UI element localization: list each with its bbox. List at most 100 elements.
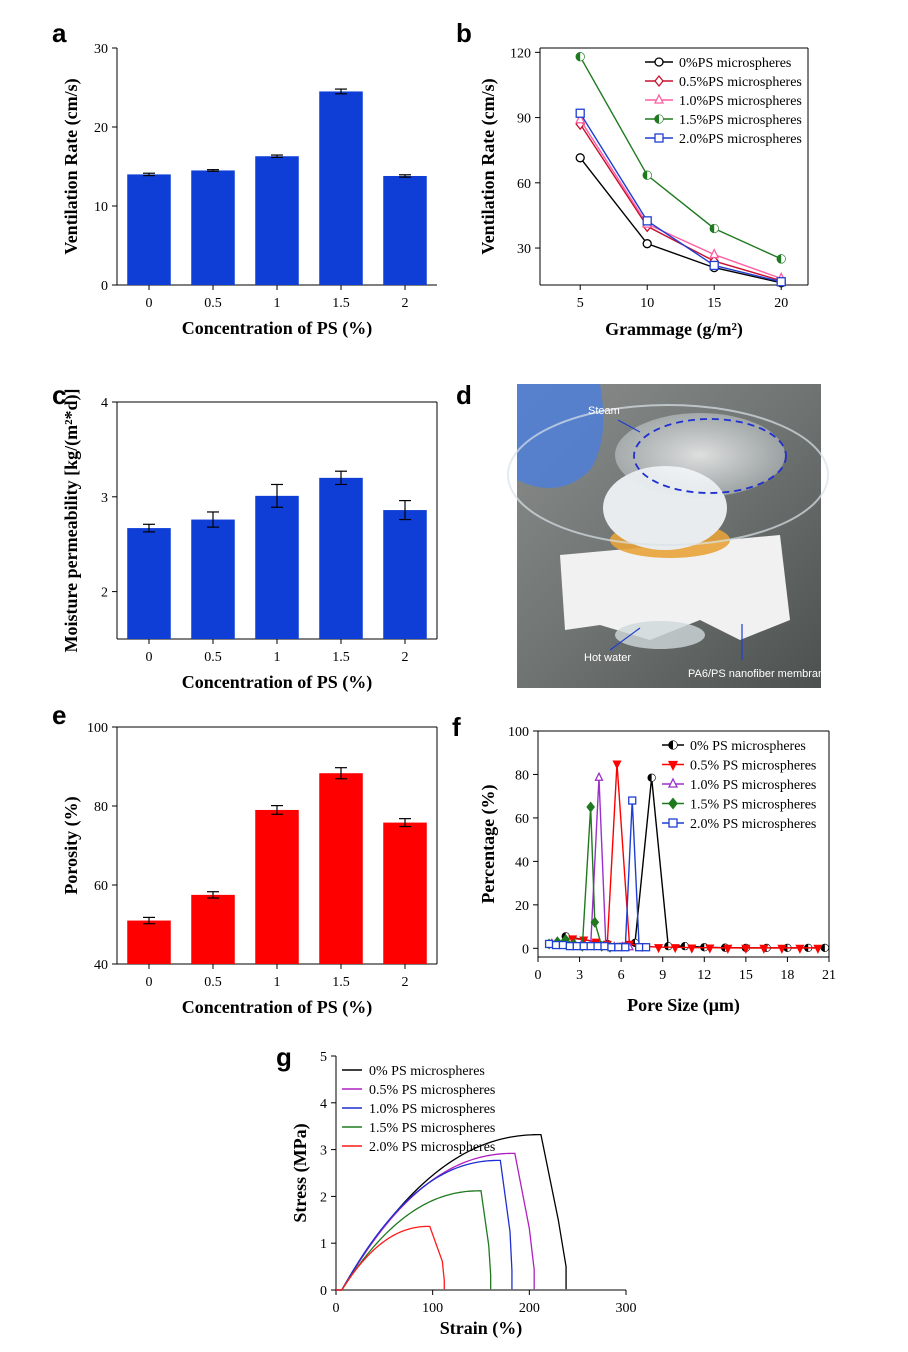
y-tick-label: 100 [87,721,108,736]
data-point [813,944,823,954]
x-axis-label: Concentration of PS (%) [182,997,372,1018]
data-point-half [824,944,829,952]
y-tick-label: 30 [517,242,531,257]
panel-label-c: c [52,380,66,410]
hot-water-beaker [615,621,705,649]
data-point [593,941,602,951]
stress-strain-curve [336,1190,492,1291]
stress-strain-curve [336,1133,567,1291]
legend-label: 1.0%PS microspheres [679,94,802,109]
legend-label: 2.0% PS microspheres [690,817,816,832]
data-point [586,801,595,813]
bar [255,495,299,639]
stress-strain-curve [336,1225,445,1291]
x-tick-label: 0 [535,968,542,983]
data-point [668,797,678,810]
steam-label: Steam [588,405,620,417]
series-line [579,157,782,284]
y-tick-label: 2 [101,586,108,601]
legend-label: 1.5%PS microspheres [679,113,802,128]
x-tick-label: 5 [577,296,584,311]
bar [191,170,235,285]
legend-label: 0.5% PS microspheres [690,759,816,774]
bar [255,156,299,285]
y-tick-label: 0 [522,942,529,957]
x-tick-label: 0 [333,1301,340,1316]
y-axis-label: Ventilation Rate (cm/s) [61,78,82,254]
x-tick-label: 18 [780,968,794,983]
y-tick-label: 30 [94,42,108,57]
y-axis-label: Percentage (%) [478,784,499,903]
y-tick-label: 40 [94,958,108,973]
x-tick-label: 2 [402,650,409,665]
data-point [572,941,581,951]
legend-label: 1.5% PS microspheres [690,798,816,813]
data-point [687,944,697,954]
data-point [741,944,751,954]
data-point [607,943,616,952]
x-tick-label: 0 [146,296,153,311]
series-line [579,119,782,280]
legend-label: 0.5% PS microspheres [369,1083,495,1098]
x-tick-label: 1 [274,975,281,990]
gloved-hand [517,384,604,488]
legend-label: 1.0% PS microspheres [690,778,816,793]
x-tick-label: 1 [274,296,281,311]
bar [127,174,171,285]
data-point [654,57,664,67]
bar [191,519,235,639]
x-tick-label: 15 [739,968,753,983]
data-point [667,777,679,788]
bar [319,91,363,285]
x-tick-label: 15 [707,296,721,311]
nanofiber-membrane [560,535,790,640]
bar [255,809,299,964]
y-tick-label: 4 [101,396,108,411]
data-point [759,944,769,954]
x-axis-label: Strain (%) [440,1318,523,1339]
data-point [635,943,644,952]
data-point-half [781,254,786,263]
hot-water-arrow [609,627,641,651]
data-point [670,944,680,954]
data-point [723,944,733,954]
x-tick-label: 12 [697,968,711,983]
y-axis-label: Stress (MPa) [290,1123,311,1222]
legend-label: 0.5%PS microspheres [679,75,802,90]
x-tick-label: 0 [146,975,153,990]
data-point-half [647,171,652,180]
x-tick-label: 2 [402,296,409,311]
data-point [641,943,651,952]
x-axis-label: Grammage (g/m²) [605,319,743,340]
y-tick-label: 40 [515,855,529,870]
y-tick-label: 1 [320,1237,327,1252]
panel-label-d: d [456,380,472,410]
data-point [586,941,595,951]
data-point [594,771,604,781]
x-tick-label: 9 [659,968,666,983]
data-point [654,944,664,954]
chart-a: 0 10 20 30 0 0.5 1 1.5 2 Concentration of PS (%) V… [61,42,437,339]
bar [127,528,171,639]
data-point [590,916,600,928]
hot-water-label: Hot water [584,652,631,664]
y-tick-label: 60 [515,812,529,827]
y-tick-label: 2 [320,1190,327,1205]
panel-label-f: f [452,712,461,742]
chart-g: 0 1 2 3 4 5 0 100 200 300 0% PS microspheres 0.5% P… [290,1050,637,1339]
data-point [642,239,652,249]
data-point [579,941,588,951]
panel-label-b: b [456,18,472,48]
y-tick-label: 0 [101,279,108,294]
steam-arrow [617,419,641,433]
data-point [654,74,664,88]
y-tick-label: 60 [517,177,531,192]
series-line [579,56,782,260]
data-point [614,943,623,952]
x-tick-label: 3 [576,968,583,983]
data-point [558,940,568,950]
bar [383,175,427,285]
steam-highlight-ellipse [633,418,787,494]
petri-dish [507,404,829,546]
